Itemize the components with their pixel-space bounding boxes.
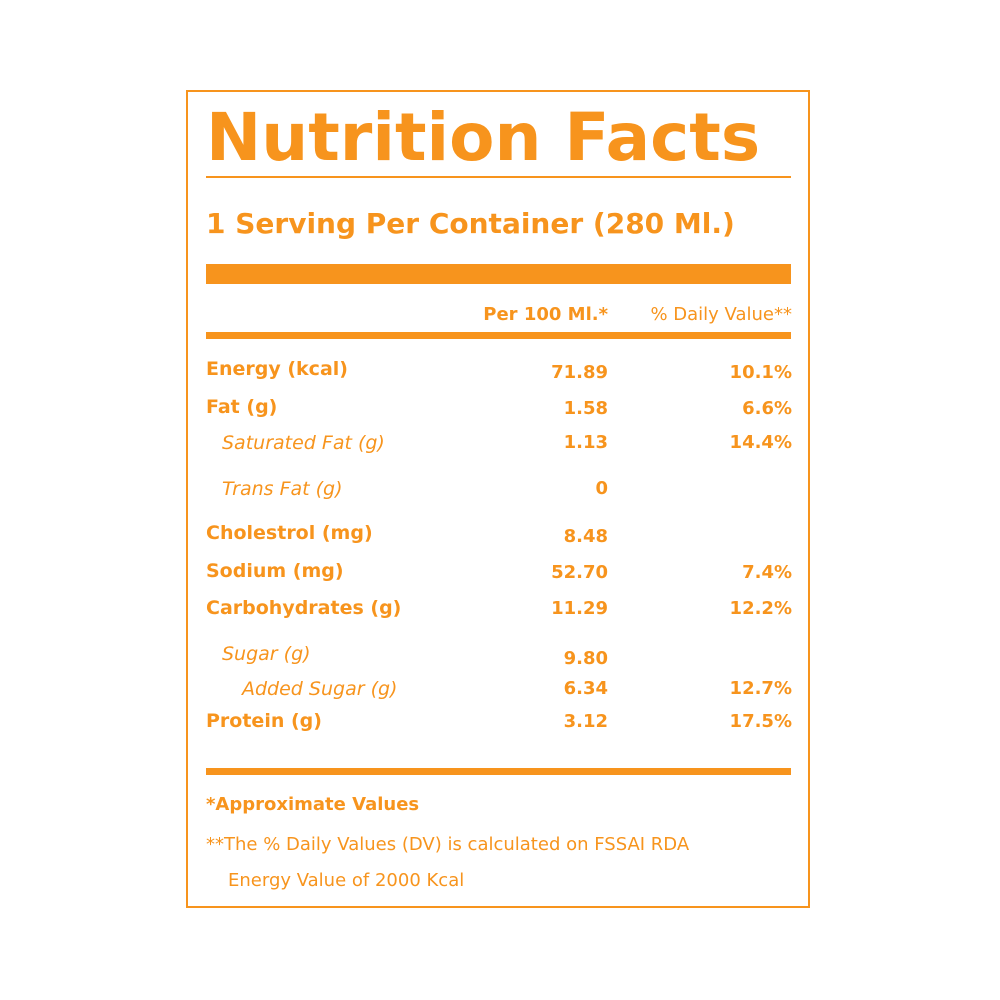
nutrient-name: Fat (g) xyxy=(206,396,278,418)
nutrient-daily-value: 7.4% xyxy=(742,562,792,583)
nutrient-value: 9.80 xyxy=(563,648,608,669)
serving-divider xyxy=(206,264,791,284)
nutrient-daily-value: 14.4% xyxy=(729,432,792,453)
nutrient-name: Energy (kcal) xyxy=(206,358,348,380)
nutrient-name: Protein (g) xyxy=(206,710,322,732)
nutrient-value: 71.89 xyxy=(551,362,608,383)
nutrient-daily-value: 12.2% xyxy=(729,598,792,619)
nutrient-value: 11.29 xyxy=(551,598,608,619)
nutrient-name: Trans Fat (g) xyxy=(222,478,343,500)
nutrient-value: 1.58 xyxy=(563,398,608,419)
nutrient-daily-value: 12.7% xyxy=(729,678,792,699)
nutrient-value: 1.13 xyxy=(563,432,608,453)
nutrient-daily-value: 17.5% xyxy=(729,711,792,732)
nutrient-value: 3.12 xyxy=(563,711,608,732)
title-divider xyxy=(206,176,791,178)
nutrient-daily-value: 10.1% xyxy=(729,362,792,383)
footer-divider xyxy=(206,768,791,775)
nutrient-name: Cholestrol (mg) xyxy=(206,522,373,544)
nutrient-value: 8.48 xyxy=(563,526,608,547)
nutrient-value: 52.70 xyxy=(551,562,608,583)
footnote-daily-value-line2: Energy Value of 2000 Kcal xyxy=(228,870,465,891)
footnote-daily-value-line1: **The % Daily Values (DV) is calculated … xyxy=(206,834,690,855)
nutrient-value: 0 xyxy=(595,478,608,499)
nutrient-name: Sugar (g) xyxy=(222,643,311,665)
column-header-per-100ml: Per 100 Ml.* xyxy=(483,304,608,325)
nutrient-daily-value: 6.6% xyxy=(742,398,792,419)
nutrition-facts-label: Nutrition Facts 1 Serving Per Container … xyxy=(186,90,810,908)
serving-info: 1 Serving Per Container (280 Ml.) xyxy=(206,207,735,240)
nutrient-name: Carbohydrates (g) xyxy=(206,597,402,619)
nutrient-value: 6.34 xyxy=(563,678,608,699)
nutrient-name: Saturated Fat (g) xyxy=(222,432,385,454)
label-title: Nutrition Facts xyxy=(206,99,761,176)
header-divider xyxy=(206,332,791,339)
nutrient-name: Added Sugar (g) xyxy=(242,678,398,700)
footnote-approximate: *Approximate Values xyxy=(206,794,420,815)
nutrient-name: Sodium (mg) xyxy=(206,560,344,582)
column-header-daily-value: % Daily Value** xyxy=(650,304,792,325)
